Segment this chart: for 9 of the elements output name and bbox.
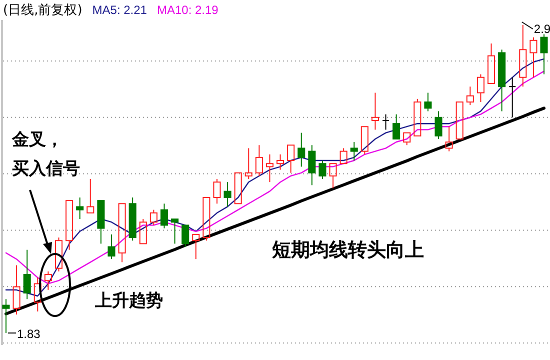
annotation: 上升趋势 <box>94 291 163 311</box>
annotation: 短期均线转头向上 <box>271 239 424 261</box>
annotation: 1.83 <box>17 327 41 341</box>
annotation: 金叉， <box>11 130 63 150</box>
text: MA5: 2.21 <box>92 3 148 17</box>
annotation: 买入信号 <box>12 159 80 179</box>
text: MA10: 2.19 <box>156 3 219 17</box>
annotation: 2.9 <box>534 22 550 36</box>
chart-title: (日线,前复权) <box>3 3 82 18</box>
